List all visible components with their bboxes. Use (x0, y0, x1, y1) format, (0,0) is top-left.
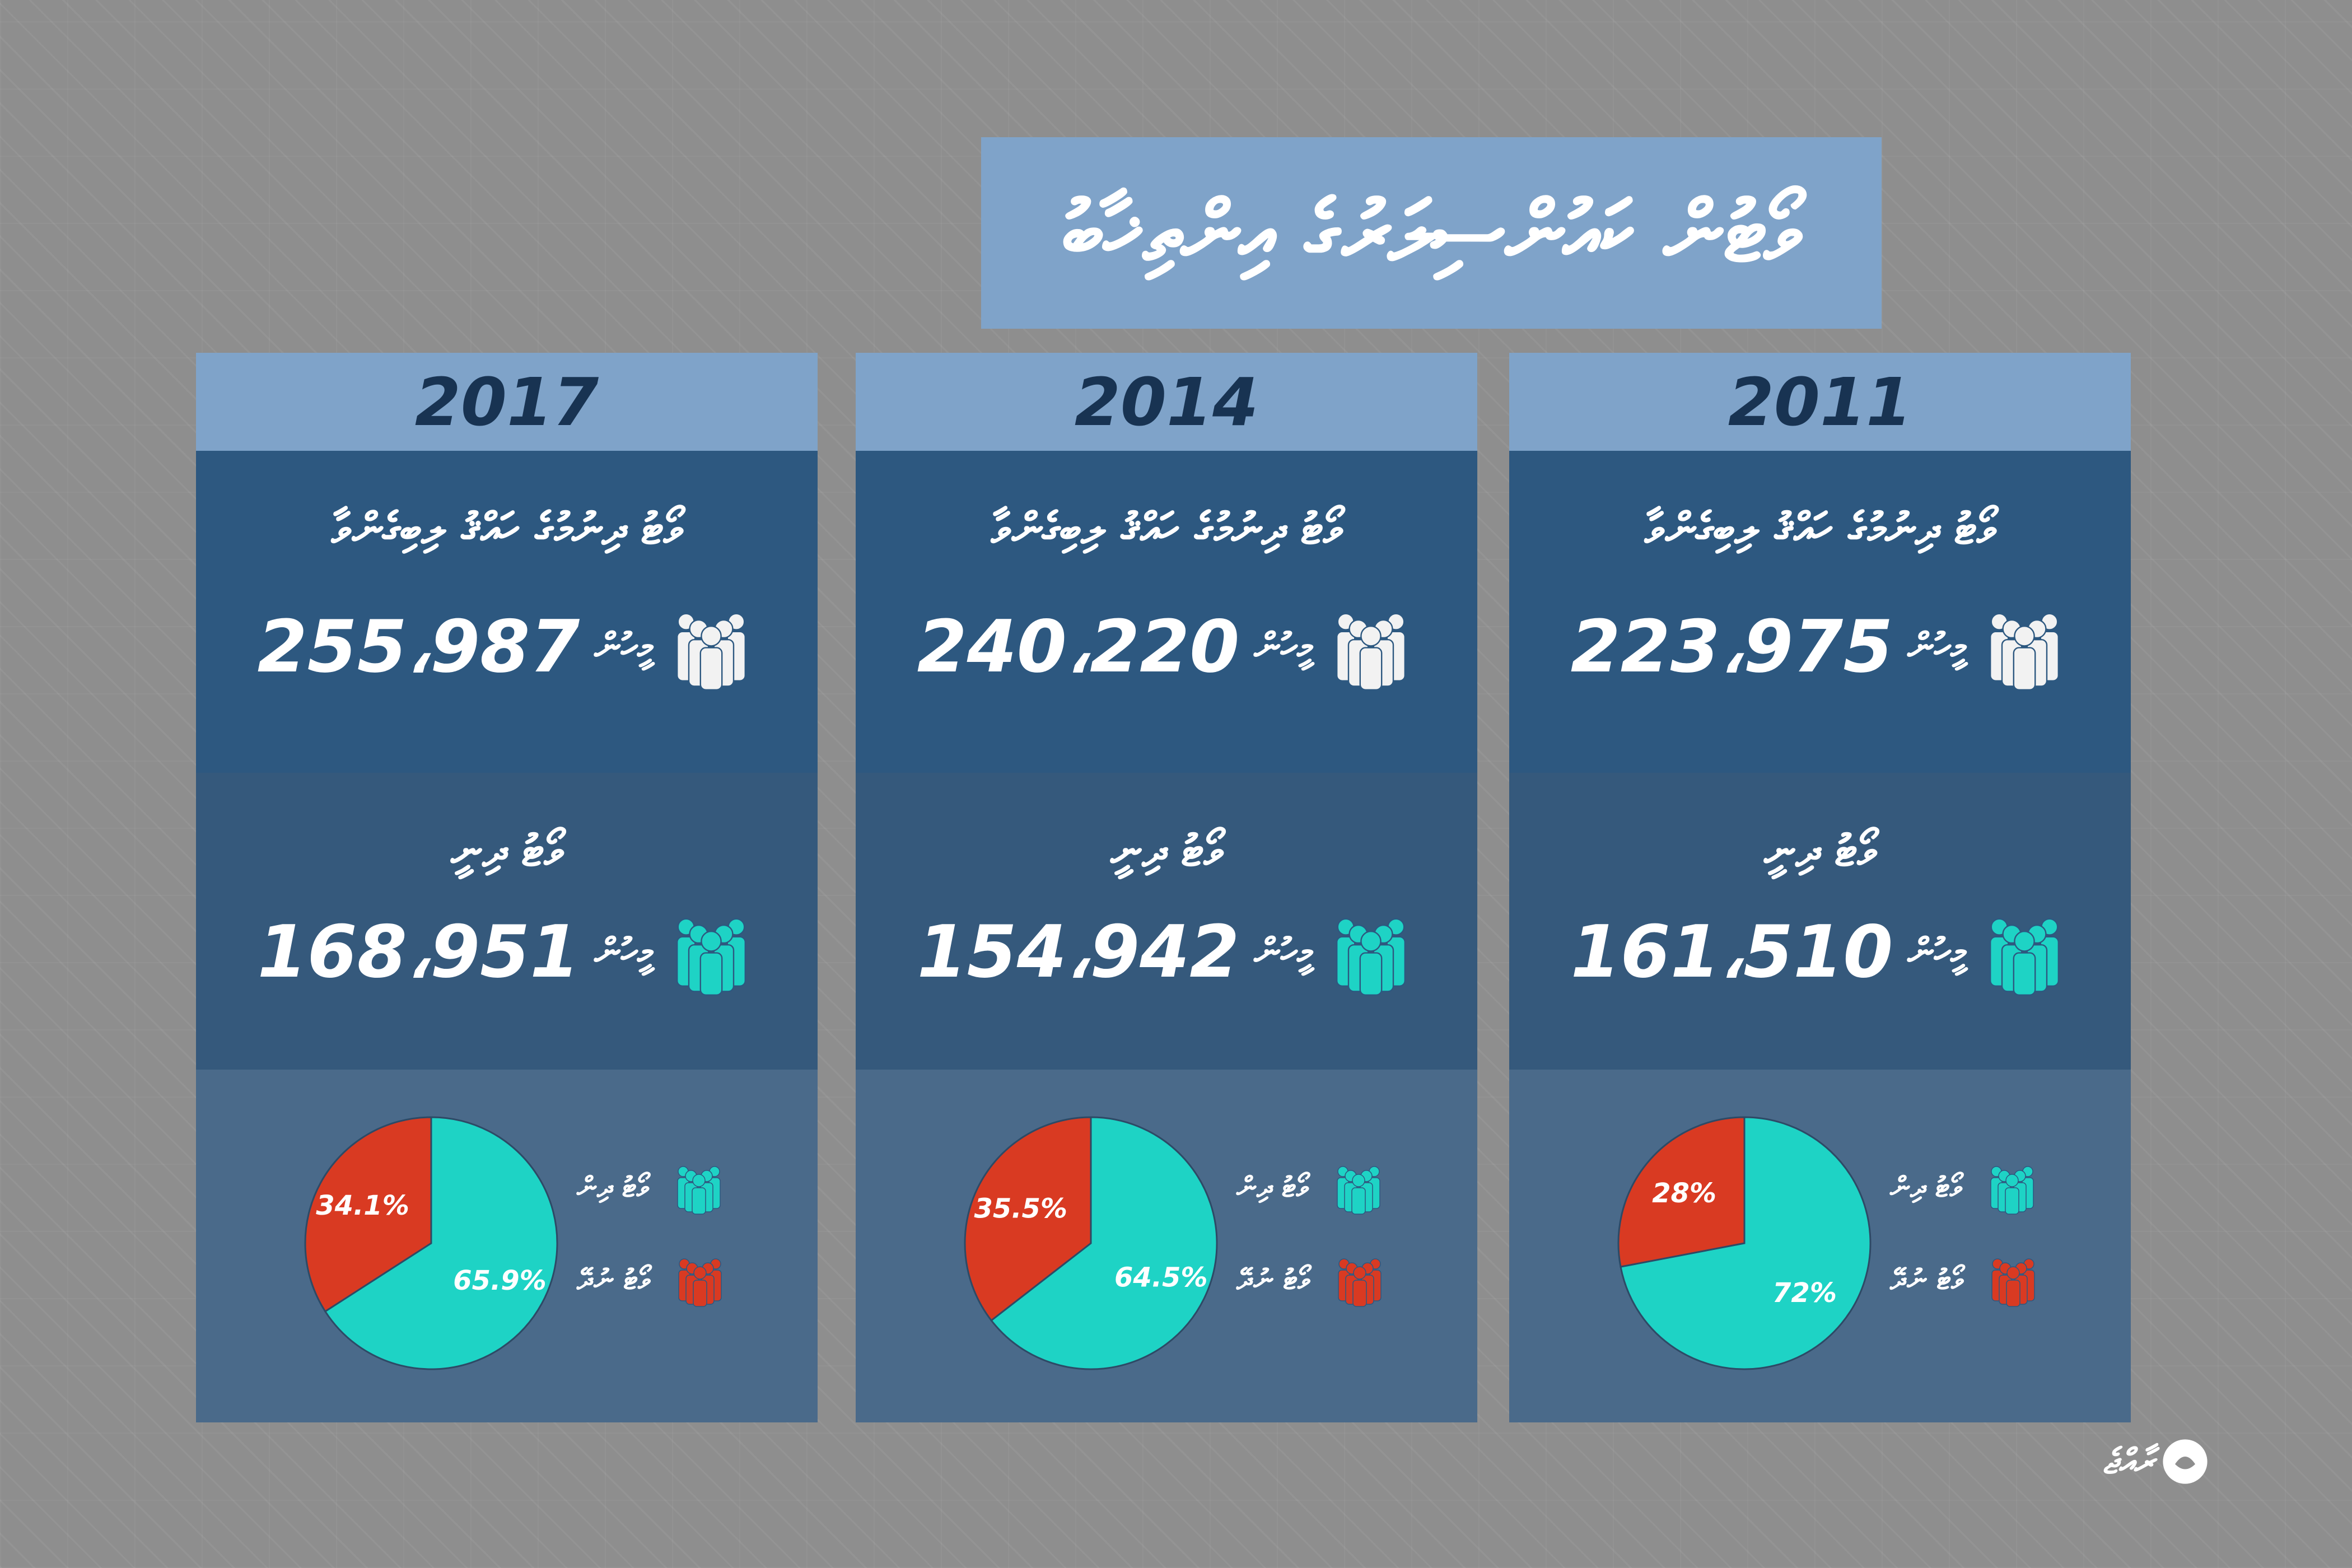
pie-chart: 64.5% 35.5% (964, 1116, 1218, 1370)
legend-voted-label: ވޯޓު ދިން (1890, 1170, 1962, 1203)
voted-count: 168،951 (257, 910, 580, 994)
logo-text: ރާއްޖެ (2103, 1441, 2154, 1482)
eligible-section: ވޯޓު ދިނުމުގެ ހައްޤު ލިބިގެންވާ 223،975 … (1509, 451, 2131, 773)
year-label: 2017 (414, 363, 599, 441)
legend-not-voted-label: ވޯޓު ނުދޭ (1890, 1263, 1963, 1296)
legend-voted-label: ވޯޓު ދިން (1236, 1170, 1308, 1203)
voted-label: ވޯޓު ދިނީ (1764, 826, 1876, 876)
pie-section: 72% 28% ވޯޓު ދިން ވޯޓު ނުދޭ (1509, 1070, 2131, 1422)
legend-not-voted-label: ވޯޓު ނުދޭ (577, 1263, 650, 1296)
people-group-icon (1337, 1166, 1380, 1215)
pie-slice-0 (990, 1116, 1218, 1370)
logo-mark-icon (2163, 1439, 2208, 1484)
page-title: ވޯޓުން ކައުންސިލަރުގެ އިންތިޚާބު (1062, 183, 1800, 281)
voted-unit: މީހުން (1907, 930, 1966, 973)
people-group-icon (1336, 918, 1406, 996)
year-label: 2011 (1728, 363, 1912, 441)
eligible-label: ވޯޓު ދިނުމުގެ ހައްޤު ލިބިގެންވާ (331, 504, 683, 554)
legend-not-voted: ވޯޓު ނުދޭ (1890, 1252, 2041, 1308)
year-header: 2011 (1509, 353, 2131, 451)
voted-unit: މީހުން (1254, 930, 1312, 973)
voted-section: ވޯޓު ދިނީ 168،951 މީހުން (196, 773, 818, 1070)
pie-slice-label: 28% (1652, 1178, 1716, 1209)
voted-label: ވޯޓު ދިނީ (1110, 826, 1222, 876)
pie-slice-1 (964, 1116, 1092, 1322)
eligible-section: ވޯޓު ދިނުމުގެ ހައްޤު ލިބިގެންވާ 255،987 … (196, 451, 818, 773)
people-group-icon (1338, 1258, 1382, 1307)
eligible-section: ވޯޓު ދިނުމުގެ ހައްޤު ލިބިގެންވާ 240،220 … (856, 451, 1477, 773)
legend-not-voted: ވޯޓު ނުދޭ (577, 1252, 728, 1308)
people-group-icon (1336, 613, 1406, 690)
year-header: 2017 (196, 353, 818, 451)
voted-stat: 168،951 މީހުން (196, 899, 818, 1005)
voted-stat: 154،942 މީހުން (856, 899, 1477, 1005)
eligible-stat: 255،987 މީހުން (196, 594, 818, 700)
voted-stat: 161،510 މީހުން (1509, 899, 2131, 1005)
people-group-icon (677, 1166, 721, 1215)
year-column-2011: 2011 ވޯޓު ދިނުމުގެ ހައްޤު ލިބިގެންވާ 223… (1509, 353, 2131, 1422)
pie-slice-label: 72% (1772, 1277, 1837, 1309)
eligible-stat: 223،975 މީހުން (1509, 594, 2131, 700)
eligible-label: ވޯޓު ދިނުމުގެ ހައްޤު ލިބިގެންވާ (991, 504, 1342, 554)
people-group-icon (1990, 1166, 2034, 1215)
people-group-icon (1990, 613, 2060, 690)
pie-chart: 65.9% 34.1% (304, 1116, 558, 1370)
voted-unit: މީހުން (594, 930, 652, 973)
voted-label: ވޯޓު ދިނީ (451, 826, 563, 876)
people-group-icon (676, 918, 746, 996)
eligible-label: ވޯޓު ދިނުމުގެ ހައްޤު ލިބިގެންވާ (1644, 504, 1996, 554)
year-column-2014: 2014 ވޯޓު ދިނުމުގެ ހައްޤު ލިބިގެންވާ 240… (856, 353, 1477, 1422)
title-banner: ވޯޓުން ކައުންސިލަރުގެ އިންތިޚާބު (981, 137, 1882, 329)
legend-voted: ވޯޓު ދިން (1890, 1159, 2040, 1215)
publisher-logo: ރާއްޖެ (2103, 1431, 2254, 1492)
voted-count: 154،942 (917, 910, 1240, 994)
legend-not-voted-label: ވޯޓު ނުދޭ (1236, 1263, 1310, 1296)
eligible-count: 255،987 (257, 605, 580, 689)
year-label: 2014 (1074, 363, 1259, 441)
pie-slice-label: 65.9% (453, 1265, 547, 1296)
pie-chart: 72% 28% (1617, 1116, 1872, 1370)
people-group-icon (1990, 918, 2060, 996)
voted-section: ވޯޓު ދިނީ 154،942 މީހުން (856, 773, 1477, 1070)
legend-voted-label: ވޯޓު ދިން (577, 1170, 648, 1203)
people-group-icon (678, 1258, 722, 1307)
eligible-unit: މީހުން (1907, 624, 1966, 668)
eligible-unit: މީހުން (594, 624, 652, 668)
eligible-count: 223،975 (1570, 605, 1893, 689)
eligible-unit: މީހުން (1254, 624, 1312, 668)
pie-section: 65.9% 34.1% ވޯޓު ދިން ވޯޓު ނުދޭ (196, 1070, 818, 1422)
legend-voted: ވޯޓު ދިން (1236, 1159, 1387, 1215)
pie-slice-1 (304, 1116, 432, 1313)
voted-section: ވޯޓު ދިނީ 161،510 މީހުން (1509, 773, 2131, 1070)
pie-slice-0 (1620, 1116, 1872, 1370)
pie-slice-1 (1617, 1116, 1746, 1268)
people-group-icon (1991, 1258, 2036, 1307)
pie-section: 64.5% 35.5% ވޯޓު ދިން ވޯޓު ނުދޭ (856, 1070, 1477, 1422)
pie-slice-0 (324, 1116, 558, 1370)
pie-slice-label: 64.5% (1114, 1262, 1208, 1293)
eligible-stat: 240،220 މީހުން (856, 594, 1477, 700)
legend-not-voted: ވޯޓު ނުދޭ (1236, 1252, 1388, 1308)
people-group-icon (676, 613, 746, 690)
eligible-count: 240،220 (917, 605, 1240, 689)
year-header: 2014 (856, 353, 1477, 451)
voted-count: 161،510 (1570, 910, 1893, 994)
pie-slice-label: 35.5% (974, 1193, 1067, 1225)
pie-slice-label: 34.1% (316, 1190, 409, 1221)
year-column-2017: 2017 ވޯޓު ދިނުމުގެ ހައްޤު ލިބިގެންވާ 255… (196, 353, 818, 1422)
legend-voted: ވޯޓު ދިން (577, 1159, 727, 1215)
